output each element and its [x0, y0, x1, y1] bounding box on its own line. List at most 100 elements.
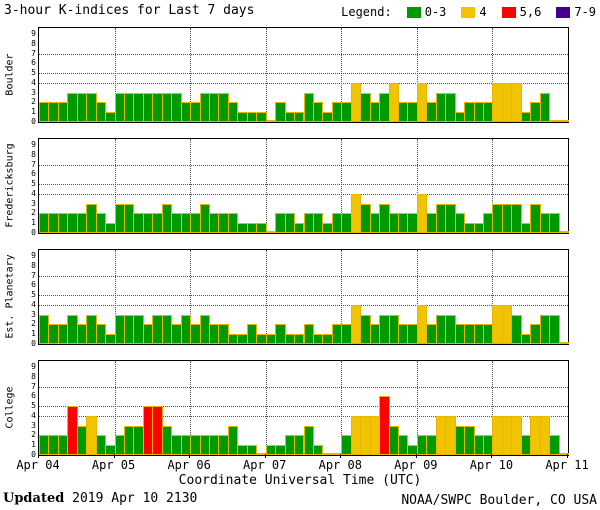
legend-item-label: 0-3: [424, 5, 447, 19]
source-attribution: NOAA/SWPC Boulder, CO USA: [401, 493, 597, 508]
k-index-bar: [303, 425, 314, 455]
y-tick-label: 0: [31, 117, 36, 126]
v-gridline-day: [492, 139, 494, 233]
k-index-bar: [511, 415, 522, 455]
k-index-bar: [558, 453, 569, 455]
k-index-bar: [227, 425, 239, 455]
legend: Legend: 0-3 4 5,6 7-9: [341, 5, 596, 19]
k-index-bar: [558, 120, 569, 122]
legend-swatch: [501, 6, 516, 18]
y-tick-label: 4: [31, 410, 36, 420]
x-tick-label: Apr 05: [91, 458, 136, 472]
k-index-bar: [95, 213, 107, 233]
chart-title: 3-hour K-indices for Last 7 days: [4, 3, 255, 18]
k-index-bar: [312, 102, 324, 122]
k-index-bar: [95, 435, 107, 455]
x-tick-label: Apr 11: [545, 458, 589, 472]
panel-plot-area: [38, 360, 569, 456]
y-tick-label: 8: [31, 38, 36, 48]
y-tick-label: 9: [31, 29, 36, 38]
v-gridline-day: [190, 250, 192, 344]
k-index-bar: [388, 82, 399, 122]
v-gridline-day: [341, 361, 343, 455]
v-gridline-day: [190, 28, 192, 122]
k-index-bar: [303, 324, 314, 344]
k-index-bar: [416, 82, 428, 122]
legend-swatch: [406, 6, 421, 18]
h-gridline: [39, 73, 568, 75]
updated-timestamp: Updated 2019 Apr 10 2130: [3, 491, 197, 506]
k-index-bar: [246, 324, 258, 344]
legend-item: 4: [461, 5, 487, 19]
h-gridline: [39, 304, 568, 306]
v-gridline-day: [190, 361, 192, 455]
h-gridline: [39, 275, 568, 277]
y-tick-label: 6: [31, 169, 36, 179]
legend-item: 7-9: [556, 5, 596, 19]
y-tick-label: 5: [31, 290, 36, 300]
k-index-bar: [95, 102, 107, 122]
k-index-bar: [284, 213, 296, 233]
h-gridline: [39, 295, 568, 297]
k-index-bar: [246, 445, 258, 455]
panel-plot-area: [38, 27, 569, 123]
y-tick-label: 3: [31, 420, 36, 430]
k-index-bar: [312, 213, 324, 233]
v-gridline-day: [114, 361, 116, 455]
v-gridline-day: [114, 139, 116, 233]
h-gridline: [39, 415, 568, 417]
h-gridline: [39, 406, 568, 408]
x-tick-label: Apr 10: [469, 458, 514, 472]
v-gridline-day: [492, 361, 494, 455]
k-index-bar: [416, 193, 428, 233]
y-tick-label: 0: [31, 450, 36, 459]
y-tick-label: 7: [31, 270, 36, 280]
x-tick-mark: [189, 454, 191, 458]
updated-value: 2019 Apr 10 2130: [72, 491, 198, 506]
h-gridline: [39, 164, 568, 166]
v-gridline-day: [341, 28, 343, 122]
k-index-bar: [539, 415, 551, 455]
h-gridline: [39, 386, 568, 388]
x-axis-title: Coordinate Universal Time (UTC): [178, 473, 422, 488]
legend-item-label: 7-9: [574, 5, 596, 19]
x-tick-mark: [415, 454, 417, 458]
chart-panel-college: College 0 1 2 3 4 5 6 7 8 9: [0, 360, 600, 459]
k-index-bar: [511, 203, 522, 233]
k-index-bar: [549, 435, 560, 455]
k-index-bar: [227, 213, 239, 233]
v-gridline-day: [341, 139, 343, 233]
x-tick-label: Apr 06: [167, 458, 211, 472]
v-gridline-day: [416, 28, 418, 122]
y-tick-label: 1: [31, 440, 36, 450]
v-gridline-day: [190, 139, 192, 233]
k-index-bar: [416, 304, 428, 344]
chart-panel-fredericksburg: Fredericksburg 0 1 2 3 4 5 6 7 8 9: [0, 138, 600, 237]
k-index-bar: [218, 324, 229, 344]
v-gridline-day: [114, 28, 116, 122]
y-tick-label: 6: [31, 58, 36, 68]
v-gridline-day: [492, 28, 494, 122]
y-tick-label: 0: [31, 228, 36, 237]
x-axis-ticks: Apr 04 Apr 05 Apr 06 Apr 07 Apr 08 Apr 09 Apr …: [0, 454, 600, 472]
y-tick-label: 3: [31, 87, 36, 97]
y-tick-label: 5: [31, 179, 36, 189]
panel-station-label: College: [2, 360, 18, 454]
legend-item: 0-3: [406, 5, 447, 19]
v-gridline-day: [114, 250, 116, 344]
y-tick-label: 7: [31, 159, 36, 169]
k-index-bar: [86, 415, 97, 455]
y-tick-label: 6: [31, 280, 36, 290]
v-gridline-day: [416, 250, 418, 344]
y-tick-label: 2: [31, 208, 36, 218]
legend-label: Legend:: [341, 5, 392, 19]
x-tick-label: Apr 08: [318, 458, 362, 472]
panel-station-text: College: [4, 385, 16, 429]
k-index-bar: [445, 92, 456, 122]
v-gridline-day: [416, 139, 418, 233]
h-gridline: [39, 82, 568, 84]
y-tick-label: 7: [31, 381, 36, 391]
v-gridline-day: [492, 250, 494, 344]
v-gridline-day: [265, 28, 267, 122]
